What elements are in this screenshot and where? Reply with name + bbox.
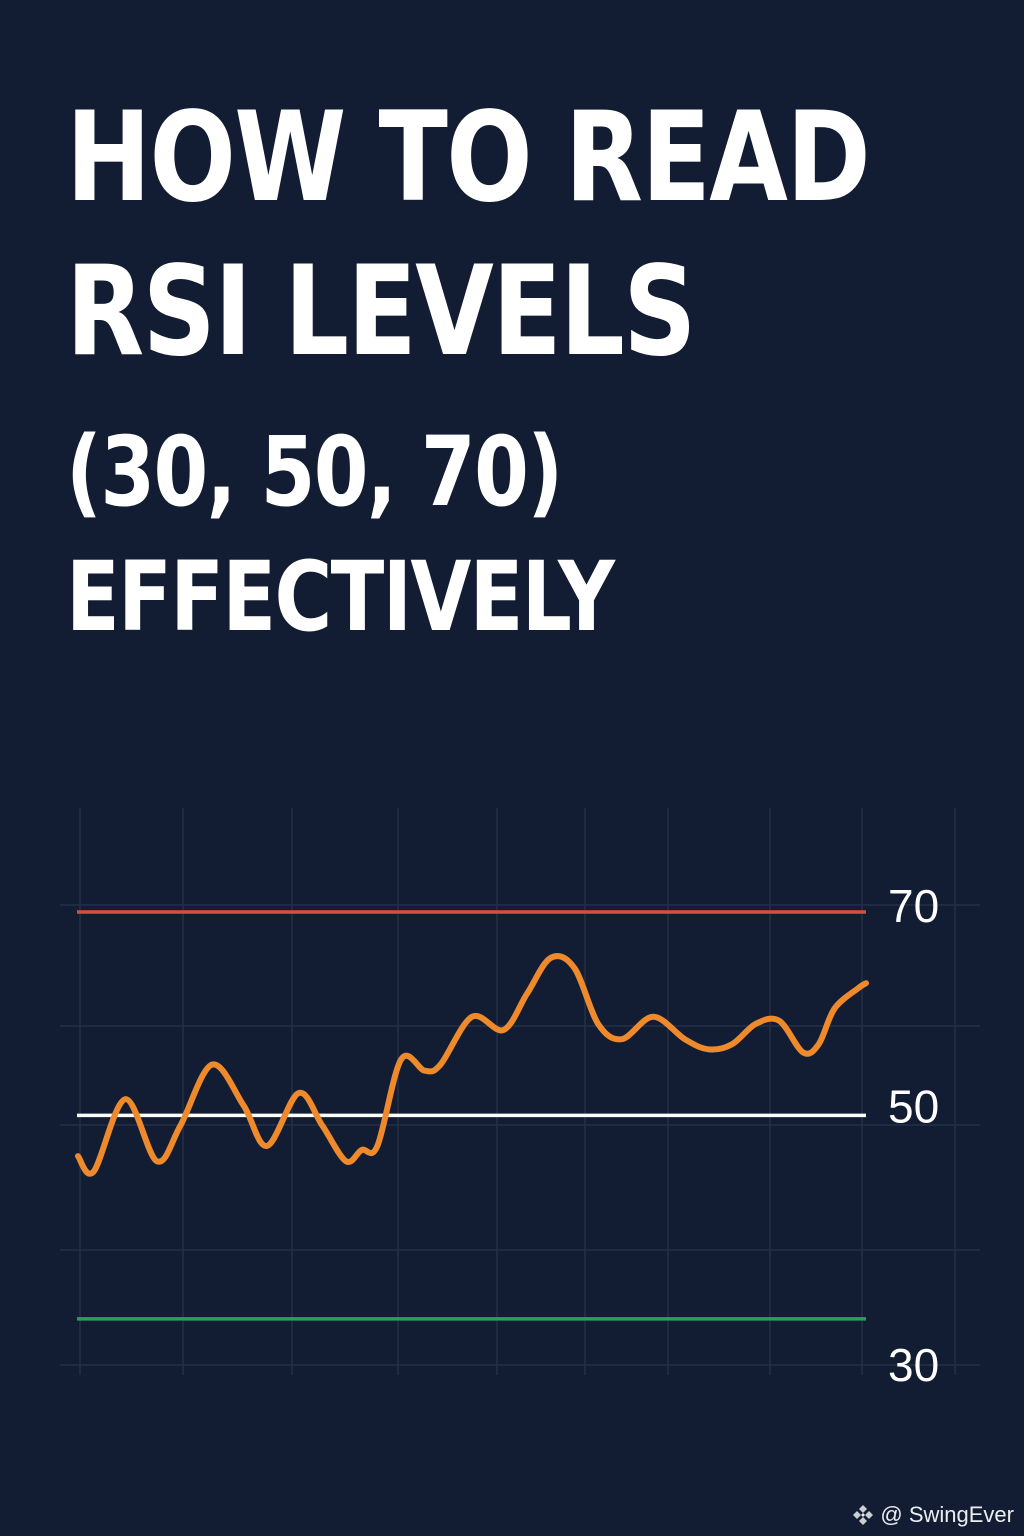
title-block: HOW TO READ RSI LEVELS (30, 50, 70) EFFE…: [66, 78, 1006, 652]
rsi-chart: 70 50 30: [60, 808, 980, 1390]
watermark-handle: @ SwingEver: [880, 1502, 1014, 1527]
rsi-line: [75, 953, 869, 1177]
level-label-50: 50: [888, 1081, 939, 1133]
rsi-series: [75, 953, 869, 1177]
title-line-4: EFFECTIVELY: [66, 541, 615, 653]
title-line-3: (30, 50, 70): [66, 416, 563, 528]
title-line-1: HOW TO READ: [66, 86, 871, 230]
level-label-30: 30: [888, 1339, 939, 1390]
diamond-logo-icon: [853, 1505, 874, 1525]
title-line-2: RSI LEVELS: [66, 240, 696, 384]
watermark: @ SwingEver: [852, 1502, 1014, 1528]
reference-lines: [77, 910, 866, 1321]
level-label-70: 70: [888, 880, 939, 932]
level-labels: 70 50 30: [888, 880, 939, 1390]
chart-grid: [60, 808, 980, 1375]
